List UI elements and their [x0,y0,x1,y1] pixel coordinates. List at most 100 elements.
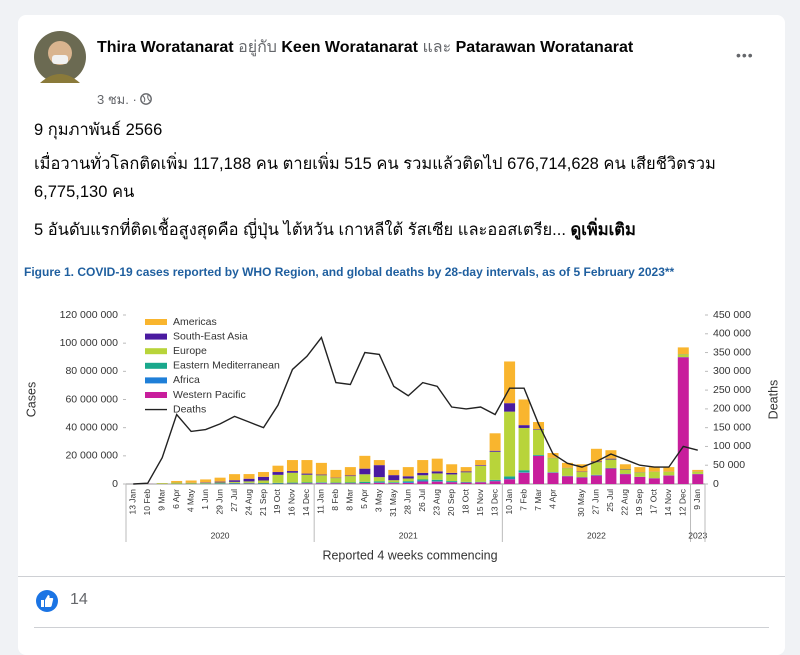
more-button[interactable]: ••• [736,47,754,63]
like-icon[interactable] [35,589,59,613]
avatar[interactable] [34,31,86,83]
bar-segment [417,481,428,484]
timestamp[interactable]: 3 ชม. · [97,89,152,110]
x-tick-label: 26 Jul [417,489,427,512]
bar-segment [171,483,182,484]
x-tick-label: 16 Nov [287,488,297,516]
bar-segment [519,428,530,470]
bar-segment [244,474,255,479]
bar-segment [678,354,689,357]
bar-segment [605,459,616,460]
bar-segment [663,472,674,476]
x-tick-label: 17 Oct [649,488,659,514]
bar-segment [200,479,211,482]
bar-segment [461,482,472,483]
y2-tick-label: 400 000 [713,328,751,340]
bar-segment [388,470,399,475]
bar-segment [388,475,399,480]
bar-segment [562,468,573,476]
bar-segment [663,476,674,484]
chart-background [18,258,785,576]
bar-segment [244,481,255,482]
post-header: Thira Woratanarat อยู่กับ Keen Woratanar… [97,34,657,61]
legend-swatch [145,392,167,398]
y2-tick-label: 350 000 [713,346,751,358]
bar-segment [678,357,689,484]
bar-segment [316,463,327,475]
bar-segment [504,476,515,478]
bar-segment [272,475,283,483]
bar-segment [620,474,631,484]
bar-segment [490,433,501,450]
x-tick-label: 27 Jun [591,489,601,515]
bar-segment [490,481,501,482]
bar-segment [301,475,312,483]
bar-segment [417,481,428,482]
bar-segment [200,483,211,484]
bar-segment [417,479,428,480]
bar-segment [591,476,602,484]
bar-segment [388,480,399,482]
x-tick-label: 10 Jan [504,489,514,515]
bar-segment [432,480,443,481]
bar-segment [388,483,399,484]
x-tick-label: 14 Dec [301,488,311,516]
y2-tick-label: 300 000 [713,365,751,377]
x-axis-title: Reported 4 weeks commencing [322,548,497,562]
x-tick-label: 23 Aug [431,489,441,516]
bar-segment [461,472,472,482]
see-more[interactable]: ดูเพิ่มเติม [571,221,636,239]
bar-segment [692,472,703,474]
chart-title: Figure 1. COVID-19 cases reported by WHO… [24,265,675,279]
bar-segment [504,361,515,403]
bar-segment [576,472,587,477]
x-tick-label: 25 Jul [605,489,615,512]
reaction-count[interactable]: 14 [70,591,88,609]
x-tick-label: 4 May [185,488,195,512]
x-tick-label: 22 Aug [620,489,630,516]
bar-segment [548,458,559,472]
bar-segment [215,482,226,483]
legend-label: Americas [173,316,217,328]
bar-segment [258,472,269,477]
tagged-user[interactable]: Patarawan Woratanarat [456,39,634,56]
bar-segment [446,482,457,484]
bar-segment [287,460,298,471]
bar-segment [301,482,312,483]
x-tick-label: 5 Apr [359,489,369,509]
legend-label: Africa [173,374,200,386]
bar-segment [417,473,428,475]
bar-segment [432,473,443,479]
bar-segment [272,483,283,484]
bar-segment [287,483,298,484]
divider [18,576,785,577]
bar-segment [272,472,283,475]
bar-segment [330,478,341,483]
bar-segment [316,483,327,484]
bar-segment [330,483,341,484]
bar-segment [244,479,255,482]
author[interactable]: Thira Woratanarat [97,39,234,56]
y-tick-label: 0 [112,478,118,490]
year-label: 2020 [211,530,230,540]
legend-swatch [145,348,167,354]
bar-segment [215,483,226,484]
bar-segment [533,456,544,484]
bar-segment [519,425,530,428]
bar-segment [359,469,370,475]
bar-segment [287,473,298,483]
bar-segment [229,480,240,482]
x-tick-label: 9 Mar [156,489,166,511]
bar-segment [519,470,530,472]
tagged-user[interactable]: Keen Woratanarat [281,39,418,56]
bar-segment [186,481,197,483]
legend-label: Deaths [173,403,206,415]
x-tick-label: 14 Nov [663,488,673,516]
bar-segment [359,483,370,484]
chart[interactable]: Figure 1. COVID-19 cases reported by WHO… [18,258,785,576]
bar-segment [316,475,327,476]
bar-segment [330,483,341,484]
bar-segment [301,460,312,474]
legend-swatch [145,363,167,369]
bar-segment [374,465,385,477]
